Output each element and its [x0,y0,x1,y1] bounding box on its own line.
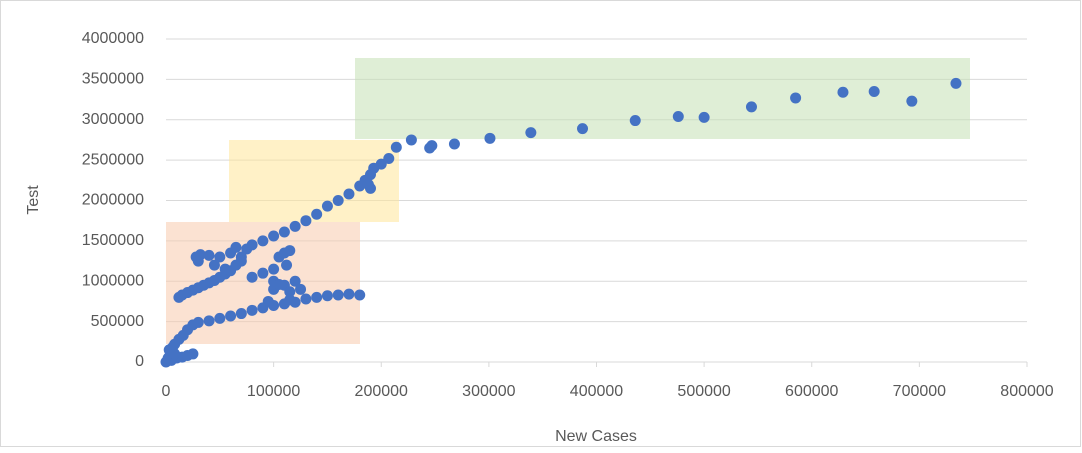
data-point [203,249,215,261]
data-point [426,140,438,152]
data-point [214,312,226,324]
data-point [268,230,280,242]
x-tick-label: 100000 [247,383,300,400]
y-tick-label: 3000000 [82,111,144,128]
data-point [295,283,307,295]
data-point [300,293,312,305]
y-tick-label: 500000 [91,313,144,330]
highlight-region [355,58,970,139]
y-tick-label: 4000000 [82,30,144,47]
data-point [343,188,355,200]
data-point [273,278,285,290]
data-point [203,315,215,327]
data-point [214,251,226,263]
data-point [235,255,247,267]
data-point [837,86,849,98]
data-point [950,77,962,89]
data-point [169,348,181,360]
data-point [343,288,355,300]
x-tick-label: 300000 [462,383,515,400]
y-tick-label: 2000000 [82,192,144,209]
data-point [300,215,312,227]
data-point [405,134,417,146]
data-point [208,259,220,271]
data-point [906,95,918,107]
data-point [246,239,258,251]
data-point [246,271,258,283]
data-point [448,138,460,150]
data-point [289,275,301,287]
data-point [187,348,199,360]
x-tick-label: 0 [162,383,171,400]
y-tick-label: 3500000 [82,71,144,88]
data-point [354,289,366,301]
data-point [268,263,280,275]
data-point [390,141,402,153]
data-point [332,289,344,301]
y-tick-label: 2500000 [82,151,144,168]
data-point [257,235,269,247]
data-point [321,290,333,302]
data-point [868,85,880,97]
data-point [525,127,537,139]
y-tick-label: 1500000 [82,232,144,249]
data-point [219,263,231,275]
data-point [698,111,710,123]
data-point [364,169,376,181]
data-point [284,294,296,306]
data-point [225,310,237,322]
data-point [246,304,258,316]
data-point [235,308,247,320]
data-point [629,115,641,127]
data-point [311,208,323,220]
x-tick-label: 800000 [1000,383,1053,400]
data-point [284,245,296,257]
data-point [230,241,242,253]
data-point [672,111,684,123]
x-tick-label: 400000 [570,383,623,400]
data-point [289,220,301,232]
data-point [484,132,496,144]
data-point [262,295,274,307]
x-axis-title: New Cases [555,428,637,445]
y-axis-title: Test [25,185,42,215]
x-tick-label: 600000 [785,383,838,400]
data-point [790,92,802,104]
data-point [321,200,333,212]
data-point [192,316,204,328]
x-tick-label: 500000 [677,383,730,400]
data-point [745,101,757,113]
y-tick-label: 0 [135,353,144,370]
data-point [332,195,344,206]
data-point [278,226,290,238]
data-point [311,291,323,303]
data-point [192,255,204,267]
data-point [257,267,269,279]
x-tick-label: 200000 [355,383,408,400]
data-point [383,153,395,165]
data-point [284,286,296,298]
data-point [364,182,376,194]
data-point [577,123,589,135]
y-tick-label: 1000000 [82,272,144,289]
x-tick-label: 700000 [893,383,946,400]
data-point [281,259,293,271]
